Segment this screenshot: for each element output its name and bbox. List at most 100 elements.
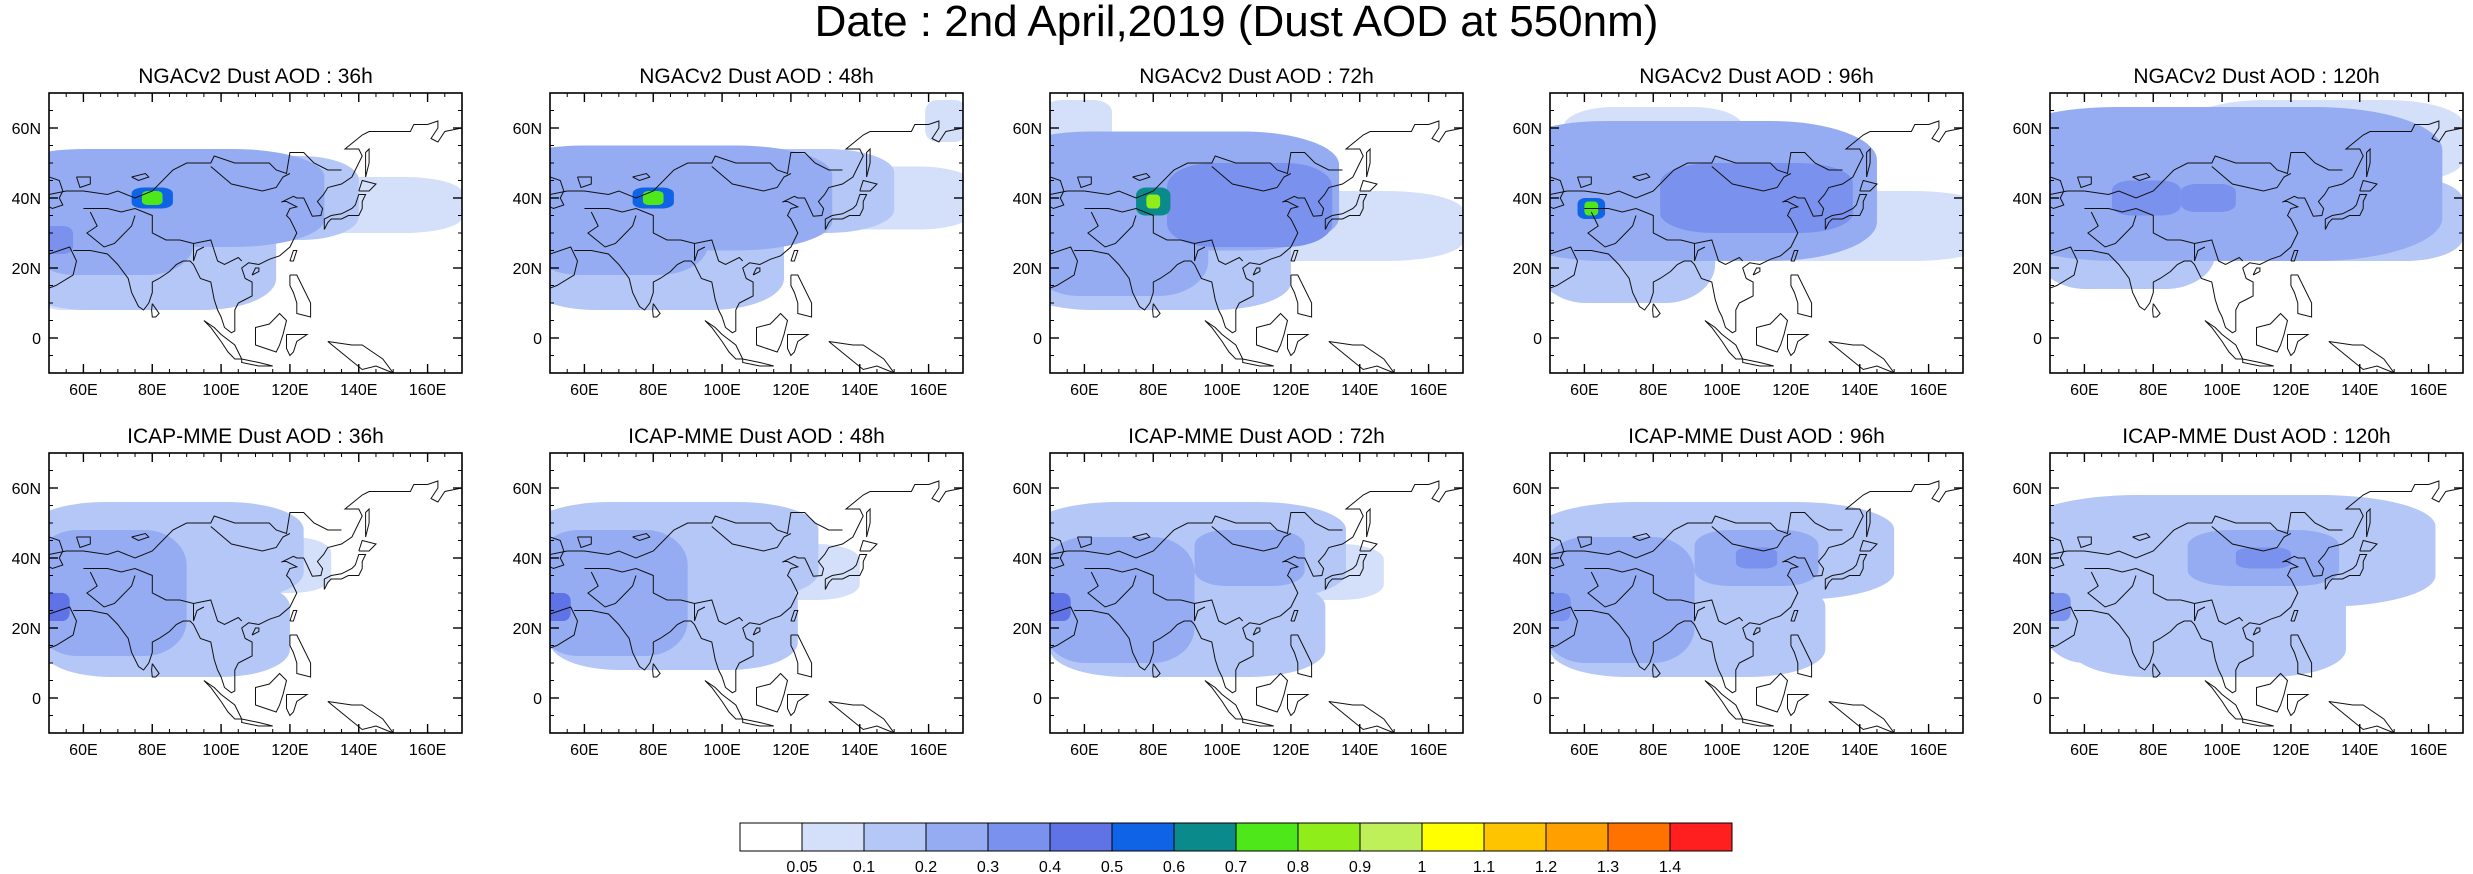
coastline [2324, 554, 2368, 590]
coastline [790, 610, 799, 622]
coastline [2242, 718, 2274, 727]
aod-region [1050, 100, 1112, 142]
coastline [286, 694, 309, 717]
coastline [2328, 701, 2395, 733]
coastline [2152, 303, 2161, 318]
colorbar-label: 1 [1418, 859, 1427, 874]
lat-tick-label: 20N [1513, 261, 1542, 278]
lon-tick-label: 120E [1772, 742, 1809, 759]
coastline [2252, 627, 2261, 636]
panel-title: NGACv2 Dust AOD : 36h [138, 65, 373, 88]
coastline [828, 701, 895, 733]
coastlines [2050, 480, 2463, 733]
lon-tick-label: 60E [69, 382, 97, 399]
lat-tick-label: 20N [513, 261, 542, 278]
coastline [1577, 176, 1592, 189]
coastline [289, 634, 312, 678]
coastline [1074, 480, 1463, 694]
lon-tick-label: 100E [2203, 382, 2240, 399]
colorbar-swatch [925, 822, 989, 852]
map-plot: 60E 80E 100E 120E 140E 160E 60N 40N 20N 0 [1513, 452, 1964, 759]
coastline [742, 358, 774, 367]
aod-region [49, 530, 187, 656]
lon-tick-label: 140E [340, 382, 377, 399]
coastline [1694, 603, 1706, 622]
colorbar-label: 0.4 [1039, 859, 1061, 874]
coastline [2132, 172, 2151, 182]
coastline [2242, 358, 2274, 367]
coastline [358, 179, 377, 192]
coastline [550, 512, 843, 559]
coastline [587, 211, 637, 248]
map-panel-ngacv2-48h: NGACv2 Dust AOD : 48h 60E 80E 100E 120E 140E 1… [513, 65, 970, 455]
coastline [1287, 334, 1310, 357]
lon-tick-label: 80E [2139, 742, 2167, 759]
lon-tick-label: 100E [1703, 382, 1740, 399]
coastline [1752, 267, 1761, 276]
colorbar-label: 1.3 [1597, 859, 1619, 874]
lon-tick-label: 120E [772, 742, 809, 759]
map-panel-icap-mme-120h: ICAP-MME Dust AOD : 120h 60E 80E 100E 120E 14… [2013, 425, 2470, 815]
lat-tick-label: 40N [1013, 191, 1042, 208]
lat-tick-label: 40N [1013, 551, 1042, 568]
coastline [790, 274, 813, 318]
aod-region [642, 191, 664, 205]
coastline [1859, 539, 1878, 552]
coastline [1550, 606, 1579, 649]
coastline [1050, 176, 1065, 210]
coastline [587, 571, 637, 608]
lon-tick-label: 100E [1203, 742, 1240, 759]
coastline [824, 194, 868, 230]
coastline [1211, 166, 1292, 192]
coastline [1366, 507, 1371, 538]
aod-region [49, 593, 70, 621]
aod-region [1735, 547, 1778, 569]
coastline [752, 267, 761, 276]
map-panel-ngacv2-36h: NGACv2 Dust AOD : 36h 60E 80E 100E 120E 140E 1… [12, 65, 469, 455]
lon-tick-label: 80E [1639, 742, 1667, 759]
coastline [1204, 680, 1244, 720]
coastline [1652, 303, 1661, 318]
lat-tick-label: 20N [12, 621, 41, 638]
coastline [1550, 176, 1565, 210]
coastline [1359, 179, 1378, 192]
coastline [1290, 250, 1299, 262]
lat-tick-label: 0 [533, 691, 542, 708]
colorbar-label: 0.2 [915, 859, 937, 874]
coastline [694, 243, 706, 262]
coastline [131, 172, 150, 182]
lon-tick-label: 120E [1772, 382, 1809, 399]
coastlines [1550, 480, 1963, 733]
coastline [1632, 532, 1651, 542]
coastline [866, 147, 871, 178]
lon-tick-label: 140E [1841, 382, 1878, 399]
lon-tick-label: 140E [2341, 742, 2378, 759]
coastline [1152, 303, 1161, 318]
panel-title: NGACv2 Dust AOD : 120h [2133, 65, 2380, 88]
coastline [859, 179, 878, 192]
coastline [151, 663, 160, 678]
map-panel-icap-mme-36h: ICAP-MME Dust AOD : 36h 60E 80E 100E 120E 140… [12, 425, 469, 815]
coastline [1742, 358, 1774, 367]
coastline [1584, 207, 1744, 266]
coastline [1824, 194, 1868, 230]
coastline [2324, 194, 2368, 230]
coastline [203, 320, 243, 360]
colorbar-label: 0.7 [1225, 859, 1247, 874]
coastline [632, 532, 651, 542]
lat-tick-label: 0 [2033, 691, 2042, 708]
lon-tick-label: 80E [2139, 382, 2167, 399]
aod-region [2050, 593, 2071, 621]
lon-tick-label: 120E [1272, 382, 1309, 399]
coastline [1242, 358, 1274, 367]
lon-tick-label: 60E [1570, 382, 1598, 399]
coastline [2050, 246, 2079, 289]
coastline [652, 303, 661, 318]
coastline [2256, 312, 2289, 353]
coastline [2290, 250, 2299, 262]
coastline [1050, 606, 1079, 649]
coastline [1711, 526, 1792, 552]
lat-tick-label: 40N [1513, 191, 1542, 208]
coastline [574, 120, 963, 334]
coastline [1790, 274, 1813, 318]
